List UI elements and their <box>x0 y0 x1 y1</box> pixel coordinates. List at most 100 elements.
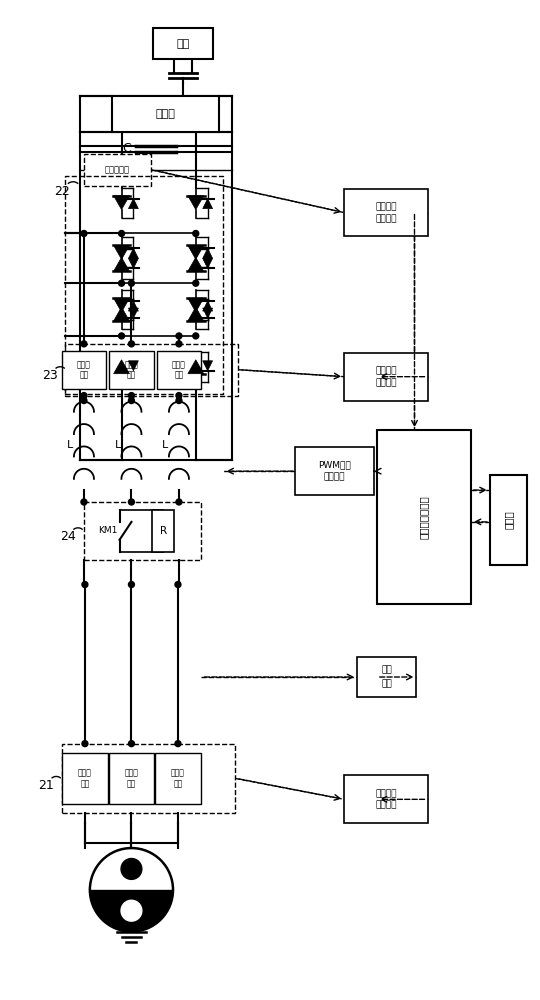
Circle shape <box>119 231 125 236</box>
Bar <box>62 744 235 813</box>
Polygon shape <box>113 245 130 259</box>
Text: L: L <box>67 440 73 450</box>
Polygon shape <box>129 308 138 318</box>
Text: 23: 23 <box>43 369 58 382</box>
Polygon shape <box>113 360 130 374</box>
Circle shape <box>81 393 87 399</box>
Text: 电机: 电机 <box>176 39 190 49</box>
Polygon shape <box>188 245 204 259</box>
Circle shape <box>193 333 199 339</box>
Polygon shape <box>188 257 204 271</box>
Polygon shape <box>202 248 213 258</box>
Text: 电流传
感器: 电流传 感器 <box>172 360 186 379</box>
Bar <box>62 753 107 804</box>
Bar <box>84 154 151 186</box>
Circle shape <box>81 398 87 404</box>
Text: 上位机: 上位机 <box>503 511 514 529</box>
Polygon shape <box>113 196 130 210</box>
Circle shape <box>129 499 134 505</box>
Polygon shape <box>129 248 138 258</box>
Bar <box>357 657 416 697</box>
Text: 电流传
感器: 电流传 感器 <box>77 360 91 379</box>
Text: 电压传感器: 电压传感器 <box>105 165 130 174</box>
Bar <box>152 510 174 552</box>
Circle shape <box>129 741 134 747</box>
Bar <box>344 189 428 236</box>
Circle shape <box>119 333 125 339</box>
Text: R: R <box>159 526 167 536</box>
Polygon shape <box>113 257 130 271</box>
Text: 电网电压: 电网电压 <box>375 789 397 798</box>
Polygon shape <box>188 196 204 210</box>
Bar <box>65 344 238 396</box>
Text: 电压传
感器: 电压传 感器 <box>78 769 92 788</box>
Circle shape <box>175 582 181 588</box>
Circle shape <box>175 741 181 747</box>
Circle shape <box>82 741 88 747</box>
Text: KM1: KM1 <box>98 526 117 535</box>
Text: 信号捕获: 信号捕获 <box>375 378 397 387</box>
Circle shape <box>81 231 87 236</box>
Bar <box>84 502 201 560</box>
Polygon shape <box>129 301 138 311</box>
Text: 21: 21 <box>38 779 54 792</box>
Bar <box>109 351 154 389</box>
Bar <box>155 753 201 804</box>
Polygon shape <box>202 199 213 209</box>
Text: 电压传
感器: 电压传 感器 <box>171 769 185 788</box>
Text: 充电: 充电 <box>381 666 392 675</box>
Bar <box>377 430 471 604</box>
Text: 电流传
感器: 电流传 感器 <box>125 360 138 379</box>
Text: 电压传
感器: 电压传 感器 <box>125 769 138 788</box>
Polygon shape <box>113 298 130 312</box>
Text: 母线电压: 母线电压 <box>375 202 397 211</box>
Circle shape <box>176 398 182 404</box>
Text: 24: 24 <box>60 530 76 543</box>
Text: 信号捕获: 信号捕获 <box>375 214 397 223</box>
Polygon shape <box>129 258 138 268</box>
Text: 输入电流: 输入电流 <box>375 366 397 375</box>
Bar <box>157 351 201 389</box>
Text: L: L <box>162 440 168 450</box>
Bar <box>65 176 224 394</box>
Polygon shape <box>188 298 204 312</box>
Circle shape <box>193 280 199 286</box>
Text: PWM驱动: PWM驱动 <box>318 461 350 470</box>
Bar <box>153 28 213 59</box>
Polygon shape <box>129 361 138 371</box>
Circle shape <box>129 341 134 347</box>
Bar <box>295 447 374 495</box>
Polygon shape <box>129 199 138 209</box>
Text: 逆变器: 逆变器 <box>155 109 175 119</box>
Circle shape <box>121 900 142 921</box>
Polygon shape <box>90 890 173 932</box>
Polygon shape <box>113 307 130 321</box>
Polygon shape <box>202 361 213 371</box>
Polygon shape <box>188 307 204 321</box>
Text: 脉冲信号: 脉冲信号 <box>323 473 345 482</box>
Circle shape <box>129 280 134 286</box>
Bar <box>490 475 528 565</box>
Circle shape <box>129 398 134 404</box>
Bar <box>112 96 219 132</box>
Circle shape <box>176 499 182 505</box>
Text: 数字信号处理器: 数字信号处理器 <box>419 496 429 539</box>
Bar <box>344 775 428 823</box>
Bar <box>62 351 106 389</box>
Circle shape <box>82 582 88 588</box>
Text: 信号捕获: 信号捕获 <box>375 801 397 810</box>
Polygon shape <box>202 308 213 318</box>
Bar <box>109 753 154 804</box>
Circle shape <box>81 341 87 347</box>
Text: 控制: 控制 <box>381 679 392 688</box>
Circle shape <box>129 582 134 588</box>
Circle shape <box>81 499 87 505</box>
Circle shape <box>119 280 125 286</box>
Text: L: L <box>114 440 121 450</box>
Polygon shape <box>188 360 204 374</box>
Circle shape <box>121 858 142 879</box>
Circle shape <box>129 393 134 399</box>
Circle shape <box>176 393 182 399</box>
Bar <box>344 353 428 401</box>
Circle shape <box>176 333 182 339</box>
